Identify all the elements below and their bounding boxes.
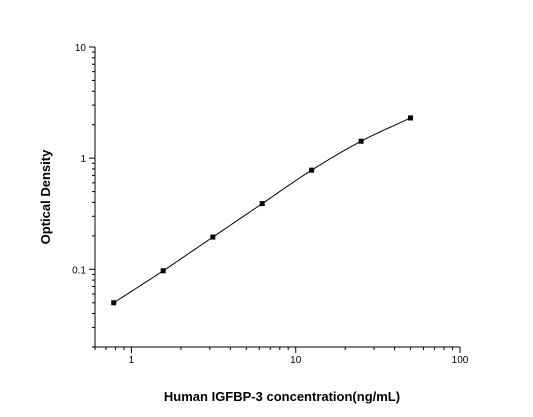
data-point <box>160 268 166 274</box>
axes: 1 10 100 0.1 1 10 <box>72 43 469 366</box>
data-point <box>309 167 315 173</box>
data-point <box>259 201 265 207</box>
y-axis-label: Optical Density <box>38 149 53 244</box>
data-point <box>210 234 216 240</box>
x-axis-label: Human IGFBP-3 concentration(ng/mL) <box>164 389 400 404</box>
data-point <box>111 300 117 306</box>
data-point <box>358 138 364 144</box>
data-point <box>408 115 414 121</box>
fit-curve-group <box>113 117 411 304</box>
x-tick-label: 1 <box>129 355 135 366</box>
data-points <box>111 115 414 306</box>
x-tick-label: 10 <box>290 355 302 366</box>
y-tick-label: 1 <box>80 154 86 165</box>
fit-curve <box>113 117 411 304</box>
y-tick-label: 0.1 <box>72 265 86 276</box>
y-tick-label: 10 <box>75 43 87 54</box>
x-tick-label: 100 <box>452 355 469 366</box>
